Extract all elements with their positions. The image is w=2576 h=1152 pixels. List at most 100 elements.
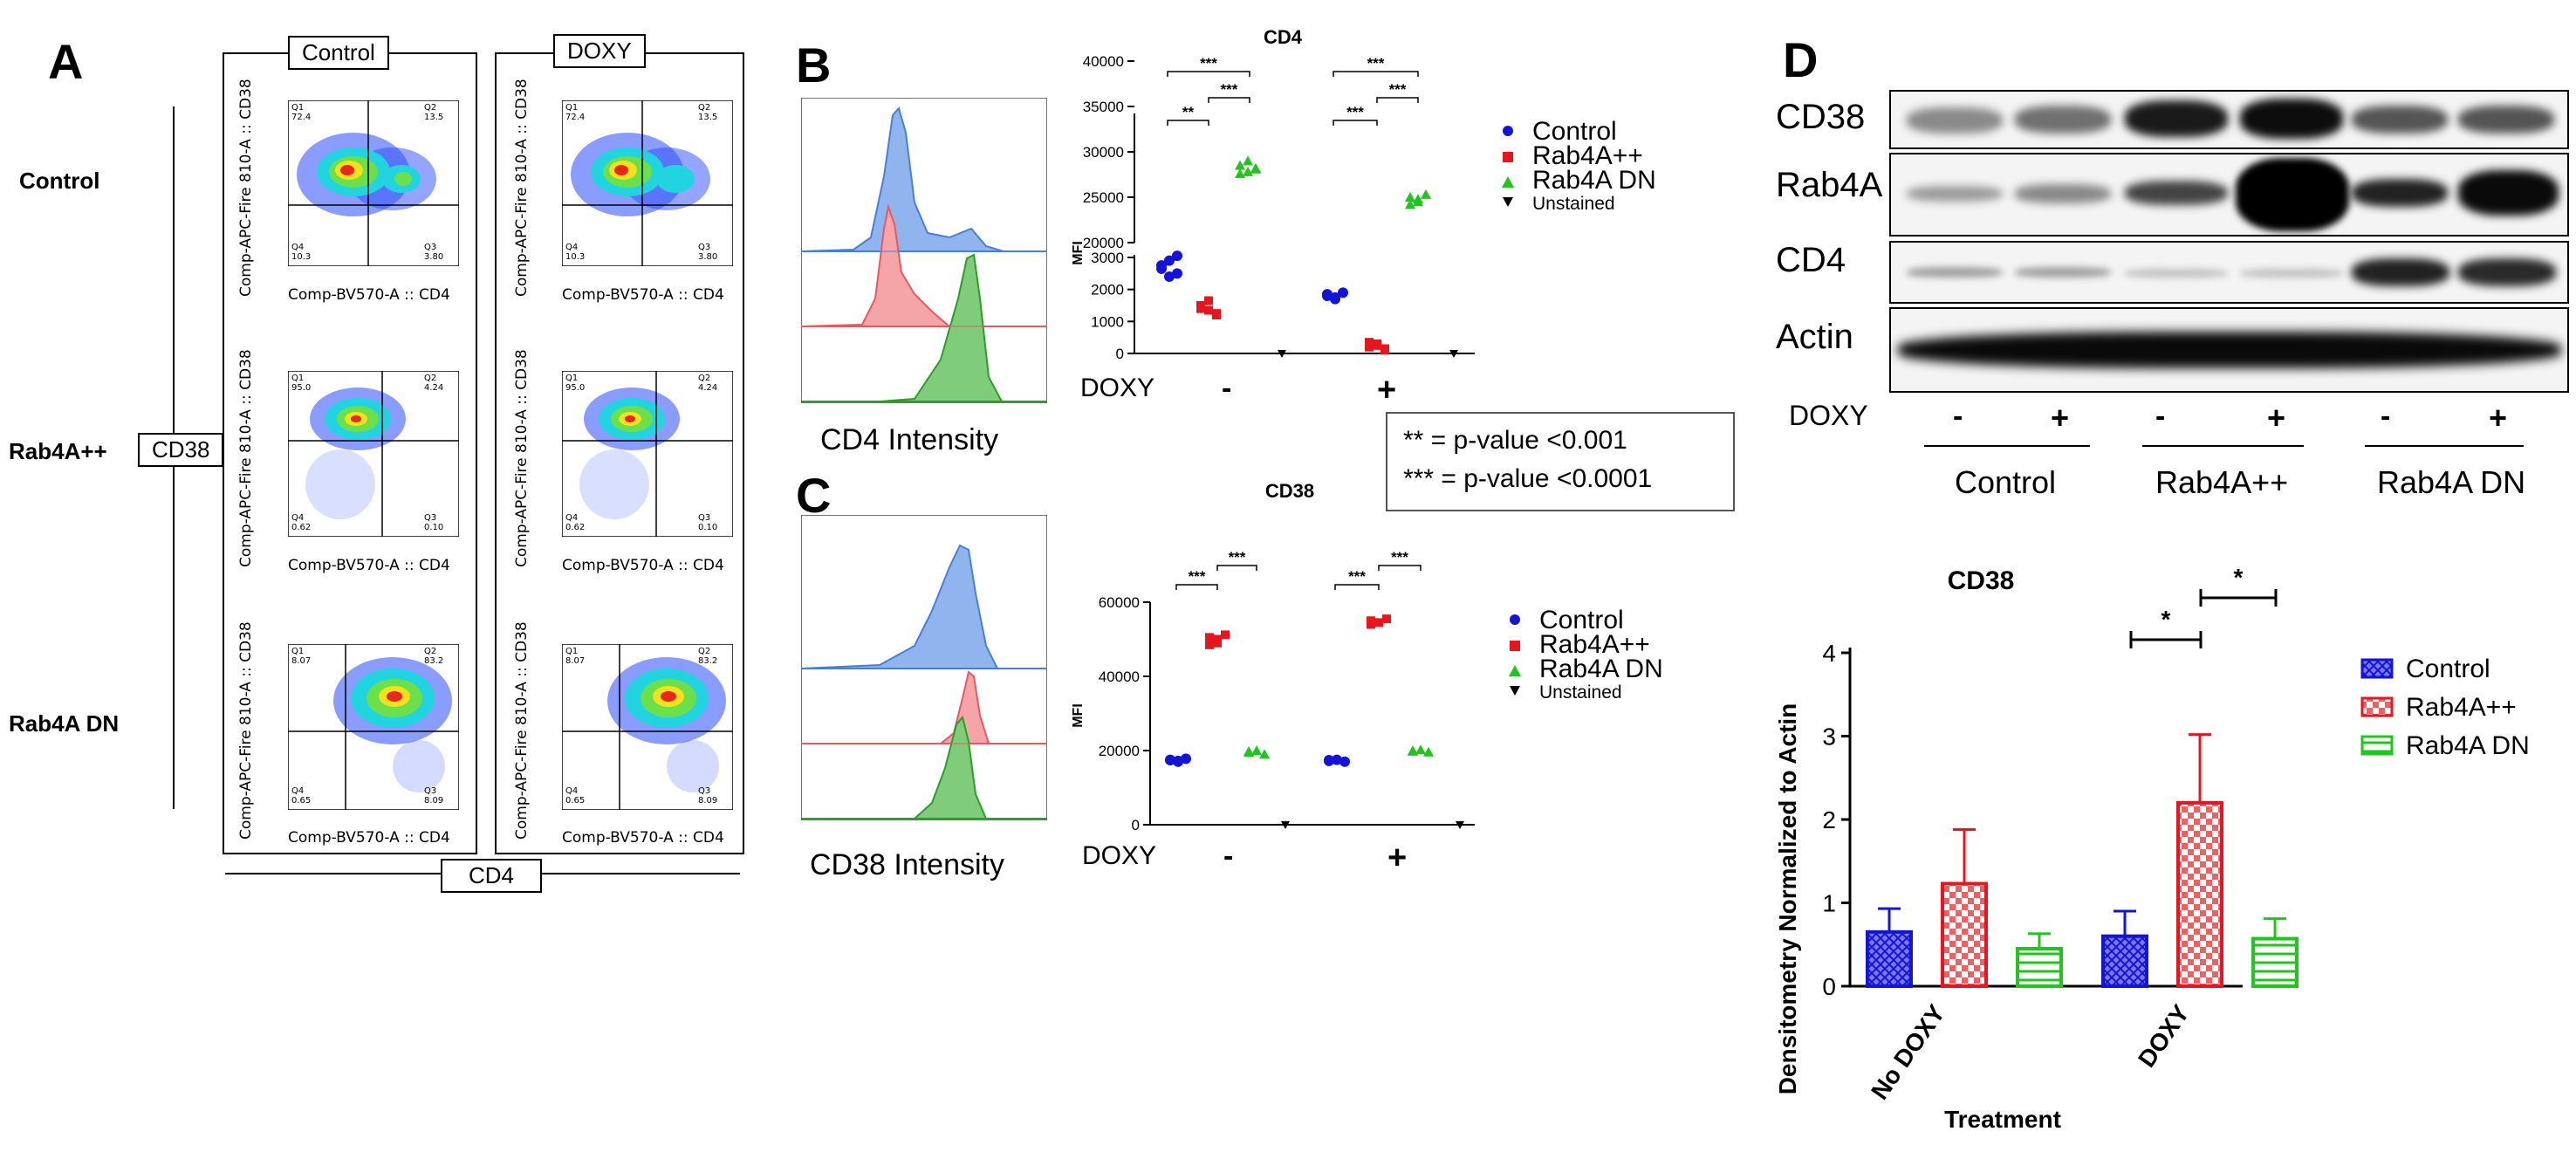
facs-plot-rab4adn-doxy xyxy=(561,643,734,811)
cd38-sig-label: *** xyxy=(1348,568,1366,585)
quadrant-q1-row1-doxy: Q1 95.0 xyxy=(565,374,586,393)
facs-ylabel-row0-control: Comp-APC-Fire 810-A :: CD38 xyxy=(237,79,255,297)
cd4-sig-bracket xyxy=(1376,97,1419,103)
cd38-sig-bracket xyxy=(1334,584,1380,590)
wb-group-rab4a: Rab4A++ xyxy=(2155,464,2289,500)
cd4-sig-label: *** xyxy=(1389,81,1407,98)
bar-ytick-label: 1 xyxy=(1822,890,1836,917)
facs-xlabel-row2-doxy: Comp-BV570-A :: CD4 xyxy=(562,829,724,847)
cd38-point xyxy=(1165,755,1175,766)
cd4-sig-label: *** xyxy=(1367,55,1385,72)
row-label-control: Control xyxy=(19,168,100,194)
quadrant-q3-row1-doxy: Q3 0.10 xyxy=(698,513,718,532)
wb-label-cd38: CD38 xyxy=(1776,98,1866,136)
quadrant-q3-row1-control: Q3 0.10 xyxy=(424,513,444,532)
wb-group-rule-1 xyxy=(1924,445,2090,447)
pvalue-legend-box: ** = p-value <0.001 *** = p-value <0.000… xyxy=(1386,412,1735,511)
quadrant-q4-row0-control: Q4 10.3 xyxy=(291,243,312,262)
bar-rab4a- xyxy=(2176,800,2223,988)
cd4-point xyxy=(1365,338,1374,347)
cd38-scatter-title: CD38 xyxy=(1265,480,1314,502)
cd4-point xyxy=(1322,289,1333,300)
cd4-ytick-label: 2000 xyxy=(1091,282,1124,298)
bar-control xyxy=(1866,929,1913,988)
cd4-sig-label: *** xyxy=(1221,81,1238,98)
cd4-point xyxy=(1235,160,1245,170)
cd4-point xyxy=(1243,155,1253,166)
cd38-ytick-label: 40000 xyxy=(1099,669,1140,685)
wb-sign-2: + xyxy=(2051,400,2070,435)
cd4-scatter-title: CD4 xyxy=(1264,26,1303,48)
bar-rab4a- xyxy=(1941,881,1988,988)
column-header-doxy: DOXY xyxy=(553,34,646,68)
facs-ylabel-row1-control: Comp-APC-Fire 810-A :: CD38 xyxy=(237,349,255,567)
cd38-ytick-label: 20000 xyxy=(1099,743,1140,759)
bar-chart-legend: Control Rab4A++ Rab4A DN xyxy=(2360,653,2570,784)
cd4-point xyxy=(1405,192,1415,202)
legend-b-rab4a: Rab4A++ xyxy=(1532,141,1643,170)
cd38-point xyxy=(1339,756,1350,767)
cd38-mfi-scatter: CD38 MFI 60000 40000 20000 0 *** *** *** *** xyxy=(1047,471,1501,847)
cd4-point xyxy=(1250,163,1261,174)
facs-xlabel-row1-doxy: Comp-BV570-A :: CD4 xyxy=(562,557,724,574)
cd38-point xyxy=(1259,749,1270,759)
cd4-doxy-label: DOXY xyxy=(1080,374,1155,402)
facs-plot-control-doxy xyxy=(561,99,734,267)
cd38-point xyxy=(1173,756,1183,767)
cd38-scatter-legend: Control Rab4A++ Rab4A DN Unstained xyxy=(1508,606,1735,724)
cd4-ytick-label: 1000 xyxy=(1091,313,1124,330)
wb-sign-6: + xyxy=(2489,400,2508,435)
facs-plot-rab4a-doxy xyxy=(561,370,734,538)
cd38-sig-bracket xyxy=(1175,584,1218,590)
legend-b-unstained: Unstained xyxy=(1532,194,1615,214)
wb-sign-4: + xyxy=(2267,400,2286,435)
wb-sign-3: - xyxy=(2155,400,2166,433)
quadrant-q1-row0-control: Q1 72.4 xyxy=(291,103,312,122)
bar-rab4a-dn xyxy=(2251,936,2299,989)
pvalue-line-1: ** = p-value <0.001 xyxy=(1403,426,1627,455)
cd38-point xyxy=(1213,634,1222,644)
wb-label-rab4a: Rab4A xyxy=(1776,166,1883,204)
bar-sig-label: * xyxy=(2234,564,2244,591)
cd4-mfi-scatter: CD4 MFI 40000 35000 30000 25000 20000 3000 200… xyxy=(1047,17,1501,410)
quadrant-q2-row2-doxy: Q2 83.2 xyxy=(698,647,718,666)
cd4-point xyxy=(1196,301,1205,310)
cd4-sig-label: *** xyxy=(1346,104,1364,120)
cd38-histogram xyxy=(800,514,1048,821)
facs-ylabel-row1-doxy: Comp-APC-Fire 810-A :: CD38 xyxy=(513,349,531,567)
bar-ytick-label: 3 xyxy=(1822,723,1836,751)
quadrant-q2-row0-control: Q2 13.5 xyxy=(424,103,444,122)
bar-chart-title: CD38 xyxy=(1948,566,2015,595)
cd4-ytick-label: 35000 xyxy=(1083,99,1124,115)
cd4-point xyxy=(1172,268,1182,279)
bar-ytick-label: 4 xyxy=(1822,640,1836,667)
cd38-ytick-label: 0 xyxy=(1132,817,1140,833)
bar-control xyxy=(2101,934,2148,989)
cd38-ytick-label: 60000 xyxy=(1099,594,1140,611)
cd38-sig-bracket xyxy=(1378,565,1422,571)
bar-ytick-label: 0 xyxy=(1822,973,1836,1000)
cd38-scatter-ylabel: MFI xyxy=(1071,703,1086,728)
pvalue-line-2: *** = p-value <0.0001 xyxy=(1403,464,1653,493)
facs-plot-rab4a-control xyxy=(287,370,460,538)
cd38-sig-label: *** xyxy=(1189,568,1206,585)
facs-ylabel-row2-doxy: Comp-APC-Fire 810-A :: CD38 xyxy=(513,621,531,840)
cd4-point xyxy=(1405,199,1415,209)
cd4-ytick-label: 25000 xyxy=(1083,189,1124,206)
wb-sign-1: - xyxy=(1953,400,1963,433)
bar-category-label: No DOXY xyxy=(1866,999,1950,1104)
quadrant-q1-row1-control: Q1 95.0 xyxy=(291,374,312,393)
cd4-point xyxy=(1380,346,1389,355)
panel-d-letter: D xyxy=(1783,32,1819,87)
cd4-scatter-ylabel: MFI xyxy=(1071,241,1086,265)
cd38-point xyxy=(1205,640,1214,649)
cd4-ytick-label: 0 xyxy=(1116,346,1124,362)
facs-plot-rab4adn-control xyxy=(287,643,460,811)
cd4-sig-bracket xyxy=(1333,120,1378,126)
bar-legend-rab4a: Rab4A++ xyxy=(2406,693,2517,722)
quadrant-q4-row1-doxy: Q4 0.62 xyxy=(565,513,586,532)
quadrant-q3-row2-doxy: Q3 8.09 xyxy=(698,786,718,806)
cd38-sig-label: *** xyxy=(1391,549,1408,566)
bar-sig-label: * xyxy=(2162,606,2171,633)
panel-a-letter: A xyxy=(48,34,84,89)
